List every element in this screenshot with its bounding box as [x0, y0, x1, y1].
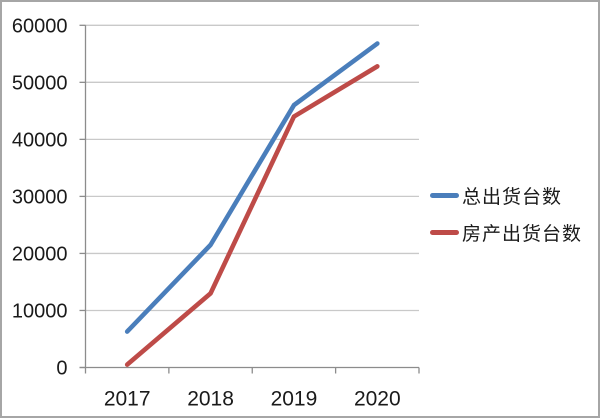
- y-axis-tick-label: 10000: [12, 300, 68, 322]
- x-axis-tick-label: 2017: [104, 388, 151, 411]
- y-axis-tick-label: 60000: [12, 15, 68, 37]
- series-line-1: [124, 64, 380, 367]
- y-axis-tick-label: 40000: [12, 129, 68, 151]
- series-line-0: [124, 41, 380, 334]
- x-axis-tick-label: 2019: [271, 388, 318, 411]
- legend-line-swatch-icon: [430, 230, 459, 235]
- y-axis-tick-label: 50000: [12, 72, 68, 94]
- y-axis-tick-label: 0: [56, 358, 67, 380]
- chart-legend: 总出货台数 房产出货台数: [430, 182, 582, 246]
- legend-item-realestate-shipments: 房产出货台数: [430, 219, 582, 246]
- legend-line-swatch-icon: [430, 193, 459, 198]
- x-axis-tick-label: 2020: [354, 388, 401, 411]
- legend-item-total-shipments: 总出货台数: [430, 182, 582, 209]
- y-axis-tick-label: 20000: [12, 243, 68, 265]
- legend-label: 房产出货台数: [462, 224, 583, 245]
- x-axis-tick-label: 2018: [187, 388, 234, 411]
- y-axis-tick-label: 30000: [12, 186, 68, 208]
- legend-label: 总出货台数: [462, 187, 563, 208]
